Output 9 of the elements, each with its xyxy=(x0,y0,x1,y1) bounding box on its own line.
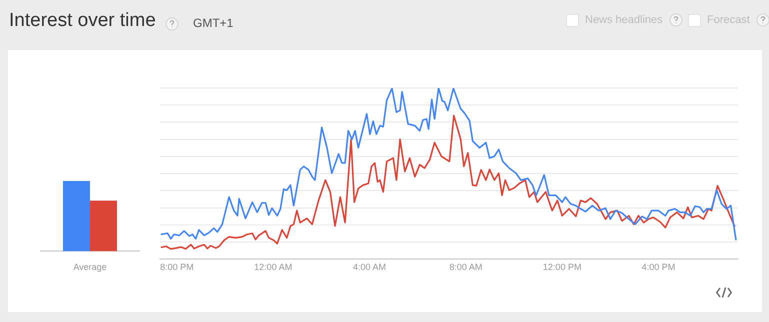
x-tick-label: Average xyxy=(73,262,107,272)
x-tick-label: 12:00 PM xyxy=(542,262,582,272)
x-tick-label: 12:00 AM xyxy=(254,262,292,272)
chart-subtitle: GMT+1 xyxy=(193,16,234,30)
x-tick-label: 4:00 PM xyxy=(642,262,676,272)
chart-title: Interest over time xyxy=(9,10,156,32)
x-tick-label: 4:00 AM xyxy=(353,262,386,272)
x-tick-label: 8:00 AM xyxy=(449,262,482,272)
x-tick-label: 8:00 PM xyxy=(160,262,194,272)
